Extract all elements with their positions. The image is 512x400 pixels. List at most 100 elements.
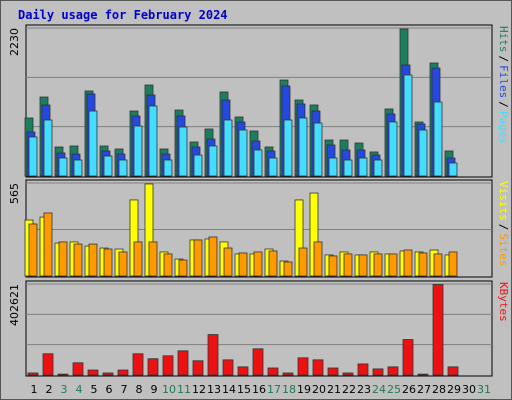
x-tick-label: 22 bbox=[342, 383, 356, 396]
bar bbox=[238, 129, 248, 177]
x-tick-label: 21 bbox=[327, 383, 341, 396]
bar bbox=[163, 159, 173, 177]
bar bbox=[298, 247, 308, 277]
legend: KBytes bbox=[497, 282, 510, 322]
bar bbox=[118, 159, 128, 177]
bar bbox=[432, 284, 444, 376]
bar bbox=[28, 136, 38, 177]
bar bbox=[133, 241, 143, 277]
bar bbox=[372, 368, 384, 376]
bar bbox=[403, 74, 413, 177]
bar bbox=[133, 125, 143, 177]
chart-title: Daily usage for February 2024 bbox=[18, 8, 228, 22]
bar bbox=[177, 350, 189, 376]
bar bbox=[253, 251, 263, 277]
bar bbox=[448, 251, 458, 277]
bar bbox=[358, 254, 368, 277]
bar bbox=[388, 121, 398, 177]
legend-entry: Files bbox=[497, 65, 510, 98]
bar bbox=[207, 334, 219, 376]
bar bbox=[43, 119, 53, 177]
bar bbox=[298, 117, 308, 177]
bar bbox=[342, 372, 354, 376]
bar bbox=[343, 159, 353, 177]
bar bbox=[117, 369, 129, 376]
bar bbox=[253, 149, 263, 177]
bar bbox=[148, 105, 158, 177]
legend: Visits / Sites bbox=[497, 181, 510, 267]
bar bbox=[178, 259, 188, 277]
bar bbox=[43, 212, 53, 277]
bar bbox=[237, 366, 249, 376]
bar bbox=[118, 251, 128, 277]
bar bbox=[87, 369, 99, 376]
bar bbox=[448, 162, 458, 177]
x-tick-label: 7 bbox=[121, 383, 128, 396]
bar bbox=[433, 253, 443, 277]
bar bbox=[373, 159, 383, 177]
bar bbox=[312, 359, 324, 376]
bar bbox=[343, 253, 353, 277]
legend-entry: Visits bbox=[497, 181, 510, 221]
x-tick-label: 30 bbox=[462, 383, 476, 396]
x-tick-label: 11 bbox=[177, 383, 191, 396]
x-tick-label: 26 bbox=[402, 383, 416, 396]
x-tick-label: 23 bbox=[357, 383, 371, 396]
x-tick-label: 2 bbox=[46, 383, 53, 396]
legend: Hits / Files / Pages bbox=[497, 26, 510, 144]
bar bbox=[102, 372, 114, 376]
x-tick-label: 25 bbox=[387, 383, 401, 396]
bar bbox=[73, 243, 83, 277]
bar bbox=[297, 357, 309, 376]
legend-separator: / bbox=[497, 56, 510, 63]
x-tick-label: 24 bbox=[372, 383, 386, 396]
x-tick-label: 16 bbox=[252, 383, 266, 396]
bar bbox=[358, 157, 368, 177]
bar bbox=[373, 253, 383, 277]
bar bbox=[223, 119, 233, 177]
bar bbox=[192, 360, 204, 376]
bar bbox=[222, 359, 234, 376]
bar bbox=[223, 247, 233, 277]
legend-entry: Sites bbox=[497, 233, 510, 266]
bar bbox=[88, 110, 98, 177]
x-tick-label: 6 bbox=[106, 383, 113, 396]
bar bbox=[103, 155, 113, 177]
x-tick-label: 18 bbox=[282, 383, 296, 396]
bar bbox=[27, 372, 39, 376]
bar bbox=[193, 154, 203, 177]
bar bbox=[103, 248, 113, 277]
legend-entry: KBytes bbox=[497, 282, 510, 322]
legend-entry: Hits bbox=[497, 26, 510, 53]
x-tick-label: 12 bbox=[192, 383, 206, 396]
x-tick-label: 5 bbox=[91, 383, 98, 396]
x-tick-label: 9 bbox=[151, 383, 158, 396]
bar bbox=[162, 355, 174, 376]
legend-separator: / bbox=[497, 224, 510, 231]
bar bbox=[58, 157, 68, 177]
x-tick-label: 14 bbox=[222, 383, 236, 396]
bar bbox=[72, 362, 84, 376]
x-tick-label: 19 bbox=[297, 383, 311, 396]
x-tick-label: 4 bbox=[76, 383, 83, 396]
bar bbox=[58, 241, 68, 277]
bar bbox=[313, 241, 323, 277]
bar bbox=[418, 252, 428, 277]
x-tick-label: 20 bbox=[312, 383, 326, 396]
x-tick-label: 13 bbox=[207, 383, 221, 396]
x-tick-label: 27 bbox=[417, 383, 431, 396]
bar bbox=[148, 241, 158, 277]
bar bbox=[402, 339, 414, 376]
bar bbox=[238, 252, 248, 277]
bar bbox=[163, 253, 173, 277]
x-tick-label: 29 bbox=[447, 383, 461, 396]
bar bbox=[447, 366, 459, 376]
x-tick-label: 1 bbox=[31, 383, 38, 396]
bar bbox=[57, 373, 69, 376]
bar bbox=[28, 223, 38, 277]
x-tick-label: 3 bbox=[61, 383, 68, 396]
y-tick-label: 2230 bbox=[8, 28, 21, 56]
bar bbox=[268, 250, 278, 277]
x-tick-label: 31 bbox=[477, 383, 491, 396]
bar bbox=[193, 239, 203, 277]
